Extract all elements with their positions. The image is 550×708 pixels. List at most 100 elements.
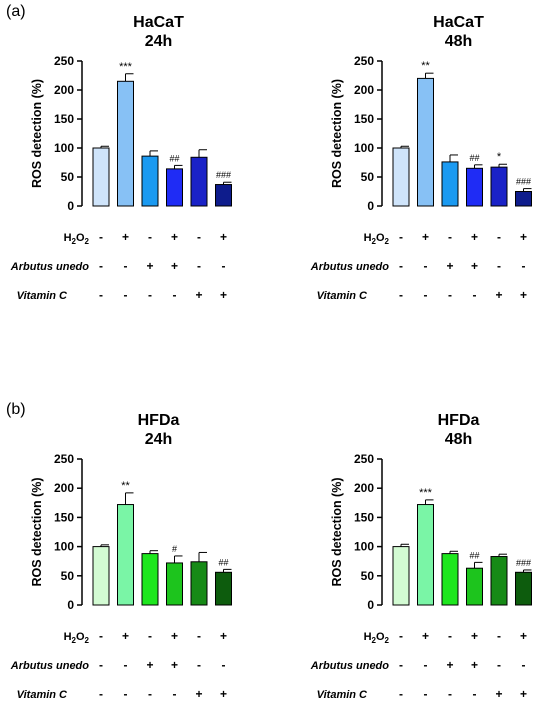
chart1-bar [117,80,134,207]
chart1-condition-sign: + [195,288,202,302]
chart4-condition-label-vitamin-c: Vitamin C [317,689,368,701]
chart1-condition-label-arbutus: Arbutus unedo [10,261,89,273]
chart4-condition-sign: - [399,658,403,672]
chart4-condition-sign: + [422,629,429,643]
chart4-bar [466,567,483,606]
chart4-y-tick-label: 250 [354,452,374,466]
chart2-condition-sign: - [473,288,477,302]
chart2-title: HaCaT [433,14,484,31]
chart4-condition-sign: - [522,658,526,672]
chart2-condition-sign: - [497,230,501,244]
chart4-condition-sign: - [497,629,501,643]
chart1-condition-label-vitamin-c: Vitamin C [17,290,68,302]
chart3-significance-label: # [172,544,177,554]
panel-label-a: (a) [6,3,26,20]
chart3-title: HFDa [138,412,180,429]
chart2-y-tick-label: 200 [354,83,374,97]
chart1-condition-sign: + [122,230,129,244]
chart3-condition-sign: - [173,687,177,701]
chart2-bar [466,167,483,207]
chart3-condition-sign: + [195,687,202,701]
chart3-condition-sign: - [124,687,128,701]
chart1-condition-sign: + [220,288,227,302]
chart1-bar [92,147,110,207]
chart4-significance-label: ## [469,550,479,560]
chart2-y-label: ROS detection (%) [330,79,344,188]
chart4-y-tick-label: 100 [354,540,374,554]
chart3-y-tick-label: 250 [54,452,74,466]
chart4-condition-sign: - [473,687,477,701]
chart1-significance-label: ## [169,153,179,163]
chart3-significance-label: ## [218,557,228,567]
chart1-title: HaCaT [133,14,184,31]
chart1-condition-sign: + [171,230,178,244]
chart1-condition-sign: - [124,288,128,302]
chart3-y-tick-label: 0 [67,598,74,612]
chart4-condition-sign: - [448,629,452,643]
chart2-bar [392,147,410,207]
chart2-significance-label: ** [421,60,430,72]
chart3-condition-sign: + [122,629,129,643]
chart3-condition-sign: + [220,687,227,701]
chart4-condition-sign: - [399,687,403,701]
chart2-condition-sign: + [446,259,453,273]
chart2-significance-label: * [497,151,502,163]
chart3-condition-sign: - [148,687,152,701]
chart3-condition-sign: - [99,629,103,643]
chart4-bar [392,546,410,606]
chart4-bar [441,553,459,606]
chart4-condition-sign: - [497,658,501,672]
chart4-bar [515,571,532,606]
chart2-condition-sign: + [471,230,478,244]
chart2-condition-sign: - [399,288,403,302]
chart1-condition-label-h2o2: H2O2 [64,232,90,246]
chart2-condition-sign: + [520,288,527,302]
chart1-condition-sign: - [124,259,128,273]
chart2-condition-sign: - [424,259,428,273]
chart2-condition-sign: + [520,230,527,244]
chart1-condition-sign: - [197,259,201,273]
chart4-condition-sign: + [471,629,478,643]
chart4-y-tick-label: 50 [361,569,375,583]
chart2-y-tick-label: 0 [367,199,374,213]
chart2-condition-sign: + [422,230,429,244]
chart1-condition-sign: - [222,259,226,273]
chart3-condition-sign: - [124,658,128,672]
chart3-condition-sign: - [197,658,201,672]
chart3-condition-sign: + [220,629,227,643]
chart1-significance-label: ### [216,170,231,180]
chart3-significance-label: ** [121,480,130,492]
chart3-condition-sign: - [148,629,152,643]
chart3-y-tick-label: 200 [54,481,74,495]
chart1-bar [166,168,183,207]
chart1-subtitle: 24h [145,33,173,50]
chart3-bar [190,561,208,606]
chart1-y-label: ROS detection (%) [30,79,44,188]
chart4-title: HFDa [438,412,480,429]
chart3-bar [92,546,110,606]
chart4-y-tick-label: 0 [367,598,374,612]
chart1-bar [141,155,159,207]
chart4-condition-sign: - [424,687,428,701]
chart2-condition-label-arbutus: Arbutus unedo [310,261,389,273]
chart2-condition-sign: + [495,288,502,302]
chart2-condition-sign: - [399,259,403,273]
chart2-y-tick-label: 50 [361,170,375,184]
chart2-condition-sign: - [399,230,403,244]
chart4-condition-sign: + [471,658,478,672]
chart1-condition-sign: - [173,288,177,302]
panel-label-b: (b) [6,401,26,418]
chart3-bar [166,562,183,606]
chart2-condition-sign: - [448,288,452,302]
chart1-y-tick-label: 100 [54,141,74,155]
chart3-y-tick-label: 100 [54,540,74,554]
chart3-condition-sign: - [99,687,103,701]
chart2-y-tick-label: 250 [354,54,374,68]
chart1-y-tick-label: 50 [61,170,75,184]
chart1-y-tick-label: 0 [67,199,74,213]
chart4-y-tick-label: 150 [354,510,374,524]
chart1-condition-sign: - [99,259,103,273]
chart2-condition-sign: - [497,259,501,273]
chart4-significance-label: *** [419,487,433,499]
